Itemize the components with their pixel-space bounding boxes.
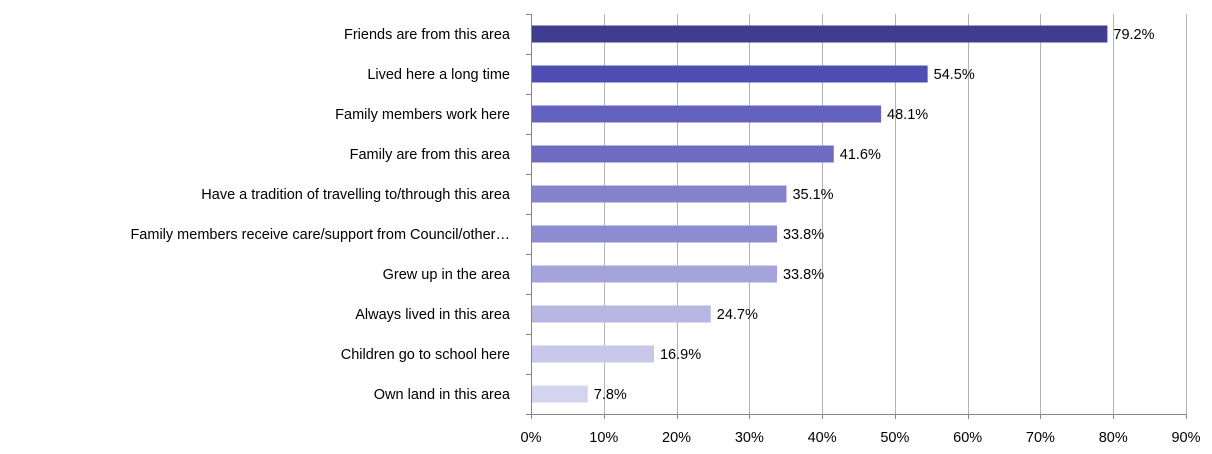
data-label: 48.1% [887, 107, 928, 123]
axes [526, 14, 1187, 419]
bars [532, 25, 1108, 403]
x-tick-label: 50% [880, 430, 909, 446]
data-label: 35.1% [792, 187, 833, 203]
x-tick-labels: 0% 10% 20% 30% 40% 50% 60% 70% 80% 90% [521, 430, 1201, 446]
x-tick-label: 0% [521, 430, 542, 446]
bar [532, 145, 834, 163]
x-tick-label: 40% [808, 430, 837, 446]
x-tick-label: 20% [662, 430, 691, 446]
category-label: Family members work here [335, 107, 510, 123]
bar [532, 305, 711, 323]
bar [532, 385, 588, 403]
bar [532, 225, 777, 243]
data-label: 79.2% [1113, 27, 1154, 43]
bar [532, 105, 882, 123]
bar [532, 345, 654, 363]
x-tick-label: 30% [735, 430, 764, 446]
category-label: Family are from this area [350, 147, 511, 163]
bar [532, 25, 1108, 43]
x-tick-label: 90% [1171, 430, 1200, 446]
category-label: Own land in this area [374, 387, 511, 403]
x-tick-label: 60% [953, 430, 982, 446]
bar [532, 265, 777, 283]
category-label: Grew up in the area [383, 267, 511, 283]
bar [532, 65, 928, 83]
category-label: Friends are from this area [344, 27, 511, 43]
data-label: 33.8% [783, 267, 824, 283]
data-label: 7.8% [594, 387, 627, 403]
category-label: Have a tradition of travelling to/throug… [201, 187, 511, 203]
x-tick-label: 80% [1099, 430, 1128, 446]
category-label: Lived here a long time [367, 67, 510, 83]
bar [532, 185, 787, 203]
data-label: 33.8% [783, 227, 824, 243]
category-label: Family members receive care/support from… [130, 227, 510, 243]
x-tick-label: 70% [1026, 430, 1055, 446]
category-labels: Friends are from this area Lived here a l… [130, 27, 510, 403]
category-label: Children go to school here [341, 347, 510, 363]
data-label: 41.6% [840, 147, 881, 163]
data-label: 16.9% [660, 347, 701, 363]
category-label: Always lived in this area [355, 307, 511, 323]
x-tick-label: 10% [589, 430, 618, 446]
data-label: 54.5% [934, 67, 975, 83]
data-label: 24.7% [717, 307, 758, 323]
data-labels: 79.2% 54.5% 48.1% 41.6% 35.1% 33.8% 33.8% 24.7%… [594, 27, 1155, 403]
